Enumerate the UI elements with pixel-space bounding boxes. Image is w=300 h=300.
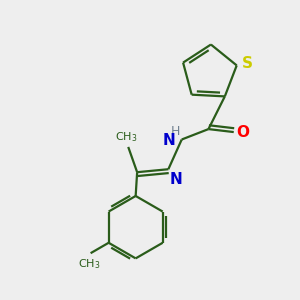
Text: N: N [163,134,176,148]
Text: S: S [242,56,253,71]
Text: O: O [237,124,250,140]
Text: H: H [171,125,180,138]
Text: CH$_3$: CH$_3$ [78,257,100,271]
Text: N: N [170,172,183,187]
Text: CH$_3$: CH$_3$ [116,130,138,144]
